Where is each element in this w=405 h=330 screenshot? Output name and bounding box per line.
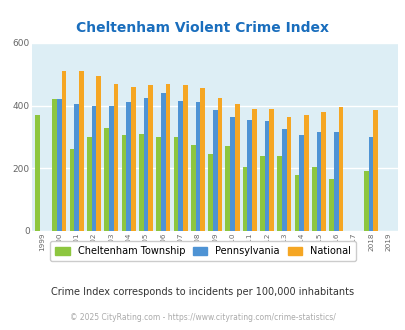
Bar — [92, 106, 96, 231]
Bar — [173, 137, 178, 231]
Text: Cheltenham Violent Crime Index: Cheltenham Violent Crime Index — [76, 21, 329, 35]
Bar — [148, 85, 153, 231]
Bar — [156, 137, 160, 231]
Bar — [217, 98, 222, 231]
Bar — [104, 128, 109, 231]
Bar — [74, 104, 79, 231]
Bar — [363, 172, 368, 231]
Bar — [321, 112, 325, 231]
Bar — [178, 101, 182, 231]
Bar — [121, 135, 126, 231]
Bar — [130, 87, 135, 231]
Bar — [143, 98, 148, 231]
Bar — [230, 116, 234, 231]
Text: Crime Index corresponds to incidents per 100,000 inhabitants: Crime Index corresponds to incidents per… — [51, 287, 354, 297]
Bar — [234, 104, 239, 231]
Bar — [281, 129, 286, 231]
Bar — [69, 149, 74, 231]
Text: © 2025 CityRating.com - https://www.cityrating.com/crime-statistics/: © 2025 CityRating.com - https://www.city… — [70, 313, 335, 322]
Bar — [277, 156, 281, 231]
Bar — [294, 175, 299, 231]
Bar — [212, 110, 217, 231]
Bar — [368, 137, 373, 231]
Bar — [79, 71, 83, 231]
Bar — [247, 120, 252, 231]
Bar — [195, 103, 200, 231]
Bar — [264, 121, 269, 231]
Bar — [139, 134, 143, 231]
Bar — [242, 167, 247, 231]
Bar — [311, 167, 316, 231]
Bar — [160, 93, 165, 231]
Bar — [52, 99, 57, 231]
Bar — [126, 103, 130, 231]
Bar — [96, 76, 101, 231]
Bar — [190, 145, 195, 231]
Bar — [200, 88, 205, 231]
Bar — [35, 115, 40, 231]
Bar — [113, 84, 118, 231]
Bar — [260, 156, 264, 231]
Bar — [57, 99, 62, 231]
Bar — [252, 109, 256, 231]
Bar — [208, 154, 212, 231]
Bar — [299, 135, 303, 231]
Legend: Cheltenham Township, Pennsylvania, National: Cheltenham Township, Pennsylvania, Natio… — [50, 241, 355, 261]
Bar — [182, 85, 187, 231]
Bar — [62, 71, 66, 231]
Bar — [269, 109, 273, 231]
Bar — [225, 147, 230, 231]
Bar — [333, 132, 338, 231]
Bar — [303, 115, 308, 231]
Bar — [87, 137, 92, 231]
Bar — [316, 132, 321, 231]
Bar — [165, 84, 170, 231]
Bar — [373, 110, 377, 231]
Bar — [328, 179, 333, 231]
Bar — [338, 107, 343, 231]
Bar — [286, 116, 291, 231]
Bar — [109, 106, 113, 231]
